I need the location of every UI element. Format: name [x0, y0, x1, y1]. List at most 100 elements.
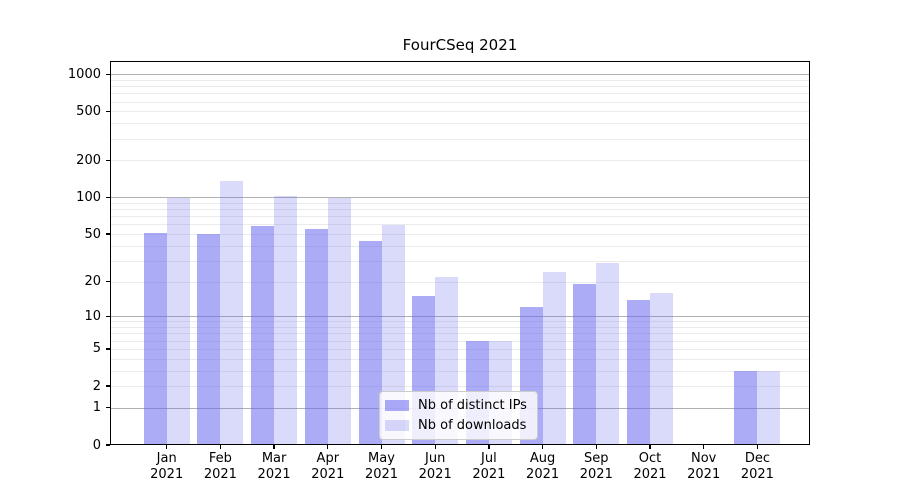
gridline-major [110, 74, 810, 76]
legend-label: Nb of downloads [418, 418, 527, 433]
x-axis-tick-label: May 2021 [350, 451, 414, 483]
gridline-minor [110, 224, 810, 226]
gridline-minor [110, 216, 810, 218]
gridline-minor [110, 260, 810, 262]
gridline-minor [110, 86, 810, 88]
bar-downloads [166, 198, 190, 445]
y-axis-tick-label: 2 [92, 378, 101, 394]
bar-distinct-ips [358, 240, 382, 445]
gridline-major [110, 197, 810, 199]
x-axis-tick [649, 445, 651, 449]
gridline-major [110, 316, 810, 318]
x-axis-tick-year: 2021 [687, 467, 721, 482]
x-axis-tick-year: 2021 [579, 467, 613, 482]
x-axis-tick-label: Jul 2021 [457, 451, 521, 483]
bar-downloads [757, 370, 781, 445]
y-axis-tick [106, 73, 110, 75]
y-axis-tick-label: 10 [84, 308, 101, 324]
gridline-minor [110, 245, 810, 247]
y-axis-tick [106, 444, 110, 446]
x-axis-tick [327, 445, 329, 449]
x-axis-tick-label: Jan 2021 [135, 451, 199, 483]
gridline-minor [110, 111, 810, 113]
legend-entry: Nb of distinct IPs [385, 398, 527, 413]
gridline-minor [110, 234, 810, 236]
y-axis-tick-label: 50 [84, 226, 101, 242]
bar-downloads [381, 225, 405, 445]
gridline-minor [110, 160, 810, 162]
x-axis-tick-year: 2021 [740, 467, 774, 482]
gridline-minor [110, 123, 810, 125]
y-axis-tick [106, 110, 110, 113]
x-axis-tick [595, 445, 597, 449]
bar-distinct-ips [143, 232, 167, 445]
y-axis-tick [106, 407, 110, 409]
y-axis-tick-label: 0 [92, 437, 101, 453]
y-axis-tick-label: 100 [76, 189, 101, 205]
y-axis-tick [106, 348, 110, 350]
y-axis-tick-label: 500 [76, 103, 101, 119]
chart-title: FourCSeq 2021 [402, 36, 518, 54]
bar-distinct-ips [197, 234, 221, 445]
x-axis-tick-label: Mar 2021 [242, 451, 306, 483]
x-axis-tick-year: 2021 [311, 467, 345, 482]
x-axis-tick-label: Dec 2021 [725, 451, 789, 483]
x-axis-tick [434, 445, 436, 449]
y-axis-tick [106, 159, 110, 162]
x-axis-tick-year: 2021 [472, 467, 506, 482]
x-axis-tick [703, 445, 705, 449]
legend-entry: Nb of downloads [385, 418, 527, 433]
plot-area [110, 61, 810, 445]
x-axis-tick-label: Feb 2021 [188, 451, 252, 483]
bar-downloads [650, 292, 673, 445]
legend-label: Nb of distinct IPs [418, 398, 527, 413]
x-axis-tick-year: 2021 [203, 467, 237, 482]
legend-swatch-distinct-ips [385, 400, 409, 411]
x-axis-tick [166, 445, 168, 449]
x-axis-tick-year: 2021 [633, 467, 667, 482]
gridline-minor [110, 340, 810, 342]
gridline-minor [110, 79, 810, 81]
x-axis-tick-label: Sep 2021 [564, 451, 628, 483]
bar-distinct-ips [734, 370, 758, 445]
gridline-minor [110, 202, 810, 204]
y-axis-tick-label: 1000 [67, 66, 101, 82]
gridline-minor [110, 333, 810, 335]
bar-downloads [327, 198, 351, 445]
x-axis-tick [488, 445, 490, 449]
x-axis-tick-label: Oct 2021 [618, 451, 682, 483]
legend-swatch-downloads [385, 420, 409, 431]
bar-distinct-ips [304, 229, 328, 445]
legend: Nb of distinct IPs Nb of downloads [379, 391, 538, 440]
bar-downloads [596, 262, 620, 445]
x-axis-tick-label: Nov 2021 [672, 451, 736, 483]
x-axis-tick [756, 445, 759, 449]
gridline-minor [110, 209, 810, 211]
gridline-minor [110, 358, 810, 360]
x-axis-tick-label: Jun 2021 [403, 451, 467, 483]
bar-downloads [542, 272, 566, 445]
x-axis-tick [219, 445, 222, 449]
y-axis-tick [106, 385, 110, 387]
x-axis-tick-label: Aug 2021 [511, 451, 575, 483]
bar-distinct-ips [251, 226, 275, 445]
x-axis-tick-label: Apr 2021 [296, 451, 360, 483]
y-axis-tick [106, 315, 110, 317]
y-axis-tick-label: 20 [84, 274, 101, 290]
x-axis-tick-year: 2021 [257, 467, 291, 482]
x-axis-tick-year: 2021 [418, 467, 452, 482]
y-axis-tick-label: 200 [76, 152, 101, 168]
gridline-minor [110, 348, 810, 350]
x-axis-tick [380, 445, 383, 449]
bar-distinct-ips [627, 299, 650, 445]
x-axis-tick-year: 2021 [526, 467, 560, 482]
gridline-minor [110, 93, 810, 95]
x-axis-tick-year: 2021 [364, 467, 399, 482]
bar-downloads [274, 195, 298, 445]
y-axis-tick-label: 5 [92, 341, 101, 357]
x-axis-tick [541, 445, 544, 449]
x-axis-tick [273, 445, 275, 449]
y-axis-tick [106, 280, 110, 283]
y-axis-tick-label: 1 [92, 400, 101, 416]
